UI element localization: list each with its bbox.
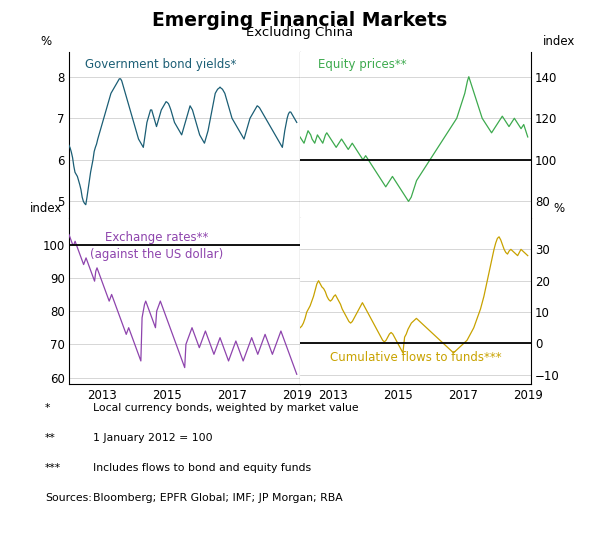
Text: Exchange rates**: Exchange rates** <box>105 231 208 244</box>
Text: Government bond yields*: Government bond yields* <box>85 58 236 71</box>
Text: *: * <box>45 403 50 413</box>
Text: Includes flows to bond and equity funds: Includes flows to bond and equity funds <box>93 463 311 473</box>
Text: **: ** <box>45 433 56 443</box>
Text: Bloomberg; EPFR Global; IMF; JP Morgan; RBA: Bloomberg; EPFR Global; IMF; JP Morgan; … <box>93 493 343 503</box>
Text: 1 January 2012 = 100: 1 January 2012 = 100 <box>93 433 212 443</box>
Text: index: index <box>30 202 62 215</box>
Text: ***: *** <box>45 463 61 473</box>
Text: Equity prices**: Equity prices** <box>319 58 407 71</box>
Text: %: % <box>553 202 564 215</box>
Text: Sources:: Sources: <box>45 493 92 503</box>
Text: Emerging Financial Markets: Emerging Financial Markets <box>152 11 448 30</box>
Text: (against the US dollar): (against the US dollar) <box>90 248 223 261</box>
Text: %: % <box>40 35 52 49</box>
Text: Excluding China: Excluding China <box>247 26 353 39</box>
Text: index: index <box>542 35 575 49</box>
Text: Local currency bonds, weighted by market value: Local currency bonds, weighted by market… <box>93 403 359 413</box>
Text: Cumulative flows to funds***: Cumulative flows to funds*** <box>329 351 502 364</box>
